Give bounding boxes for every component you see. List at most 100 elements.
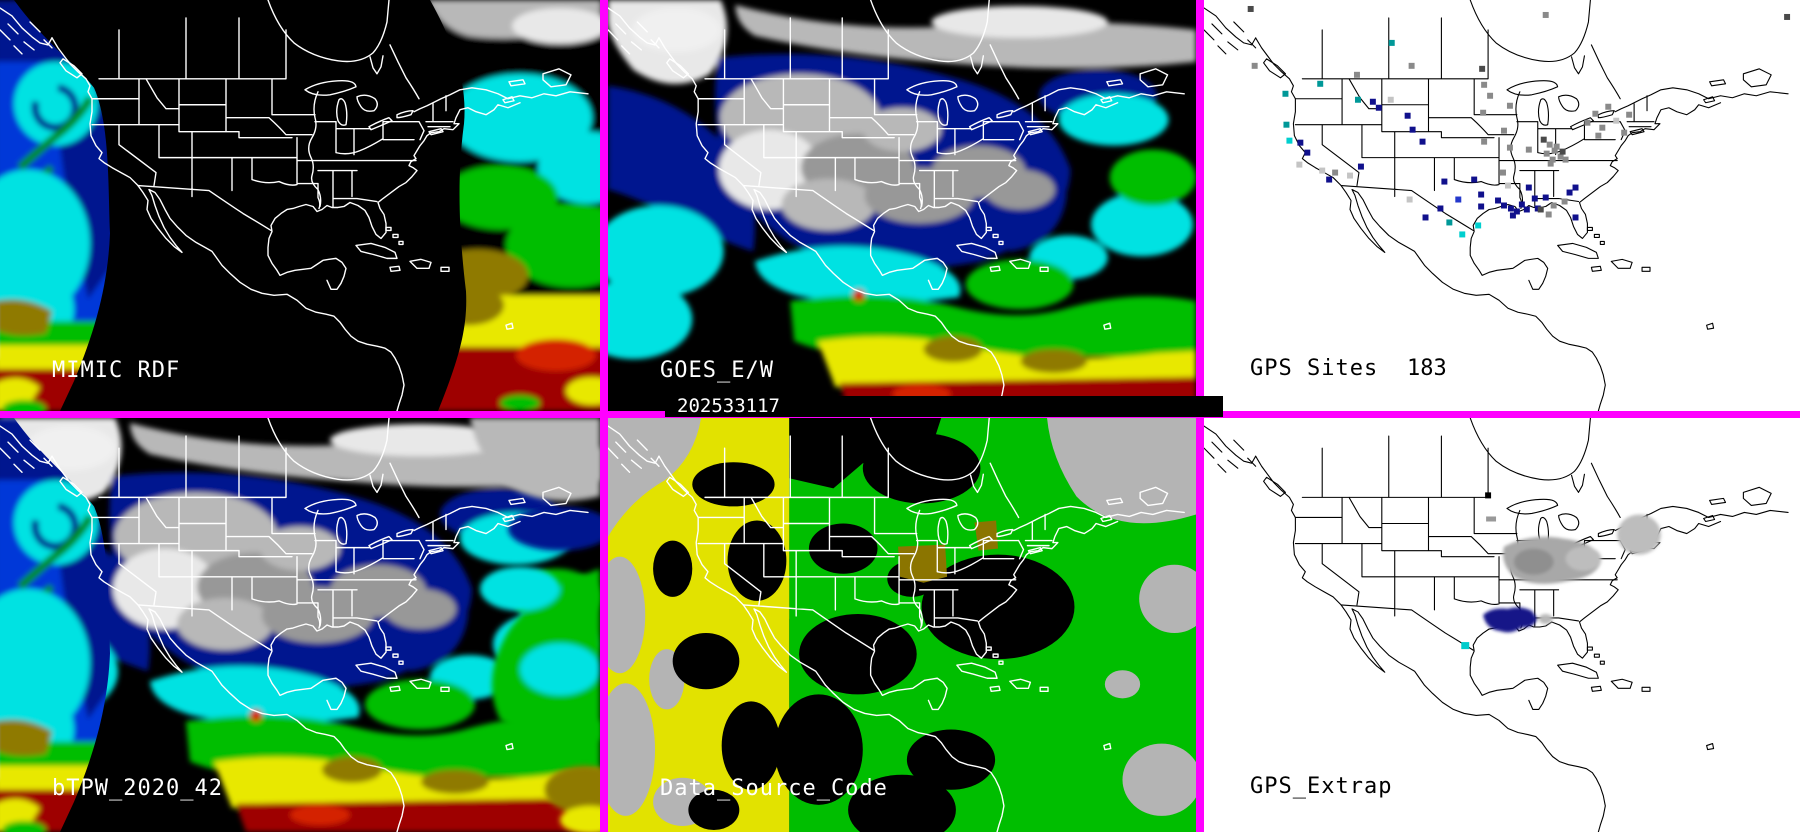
gps-site-dot <box>1553 143 1560 150</box>
gps-site-dot <box>1286 137 1293 144</box>
gps-sites-map <box>1204 0 1800 411</box>
gps-site-dot <box>1613 117 1620 124</box>
gps-site-dot <box>1546 141 1553 148</box>
gps-site-dot <box>1595 132 1602 139</box>
gps-site-dot <box>1559 148 1566 155</box>
gps-site-dot <box>1354 96 1361 103</box>
mimic-imagery <box>0 0 600 411</box>
gps-site-dot <box>1592 110 1599 117</box>
gps-site-dot <box>1283 121 1290 128</box>
gps-site-dot <box>1480 109 1487 116</box>
gps-site-dot <box>1387 96 1394 103</box>
gps-site-dot <box>1251 62 1258 69</box>
gps-site-dot <box>1296 161 1303 168</box>
panel-gps-sites[interactable]: GPS Sites 183 <box>1204 0 1800 411</box>
gps-site-dot <box>1297 139 1304 146</box>
gps-site-dot <box>1501 202 1507 209</box>
gps-site-dot <box>1550 202 1557 209</box>
gps-site-dot <box>1481 138 1488 145</box>
gps-site-dot <box>1509 212 1516 219</box>
gps-site-dot <box>1471 176 1478 183</box>
gps-site-dot <box>1475 222 1482 229</box>
gps-site-dot <box>1507 205 1514 212</box>
gps-site-dot <box>1549 156 1556 163</box>
gps-site-dot <box>1375 104 1382 111</box>
gps-site-dot <box>1409 126 1416 133</box>
panel-label-data-source: Data_Source_Code <box>660 776 888 801</box>
gps-site-dot <box>1540 136 1547 143</box>
goes-imagery <box>608 0 1196 411</box>
gps-site-dot <box>1422 214 1429 221</box>
gps-site-dot <box>1347 172 1353 179</box>
gps-site-dot <box>1547 160 1554 167</box>
gps-site-dot <box>1317 80 1324 87</box>
gps-site-dot <box>1572 214 1579 221</box>
gps-site-dot <box>1357 163 1364 170</box>
gps-site-dot <box>1551 147 1558 154</box>
gps-site-dot <box>1326 176 1333 183</box>
gps-extrap-map <box>1204 418 1800 832</box>
gps-site-dot <box>1506 144 1513 151</box>
gps-site-dot <box>1332 169 1339 176</box>
gps-site-dot <box>1481 81 1488 88</box>
gps-site-dot <box>1537 206 1544 213</box>
gps-site-dot <box>1487 92 1494 99</box>
gps-site-dot <box>1419 138 1426 145</box>
panel-btpw[interactable]: bTPW_2020_42 <box>0 418 600 832</box>
gps-site-dot <box>1479 65 1486 72</box>
gps-site-dot <box>1542 11 1549 18</box>
gps-site-dot <box>1531 195 1538 202</box>
gps-site-dot <box>1478 191 1485 198</box>
gps-site-dot <box>1626 111 1633 118</box>
gps-site-dot <box>1525 146 1532 153</box>
extrap-cloud-blobs <box>1483 514 1661 633</box>
gps-site-dot <box>1437 205 1444 212</box>
data-source-imagery <box>608 418 1196 832</box>
atlantic-tpw-swath <box>425 0 600 411</box>
gps-site-dot <box>1459 231 1466 238</box>
gps-site-dot <box>1455 196 1462 203</box>
gps-site-dot <box>1523 206 1530 213</box>
gps-site-dot <box>1561 198 1568 205</box>
gps-site-dot <box>1542 194 1549 201</box>
gps-site-dot <box>1500 169 1506 176</box>
gps-site-dot <box>1513 208 1520 215</box>
panel-label-goes: GOES_E/W <box>660 358 774 383</box>
gps-site-dot <box>1504 182 1511 189</box>
extrap-point-marks <box>1461 492 1497 650</box>
gps-site-dot <box>1495 197 1502 204</box>
gps-site-dot <box>1408 62 1415 69</box>
gps-site-dot <box>1353 71 1360 78</box>
gps-site-dot <box>1605 103 1612 110</box>
panel-data-source-code[interactable]: Data_Source_Code <box>608 418 1196 832</box>
gps-site-dot <box>1543 150 1550 157</box>
timestamp-bar: 202533117 <box>665 396 1223 417</box>
gps-site-dot <box>1304 149 1311 156</box>
gps-site-dot <box>1369 98 1376 105</box>
panel-goes-ew[interactable]: GOES_E/W <box>608 0 1196 411</box>
gps-site-dot <box>1566 189 1573 196</box>
panel-gps-extrap[interactable]: GPS_Extrap <box>1204 418 1800 832</box>
gps-site-dot <box>1282 90 1289 97</box>
gps-site-dot <box>1404 112 1411 119</box>
gps-site-dots <box>1247 5 1791 238</box>
panel-mimic-rdf[interactable]: MIMIC RDF <box>0 0 600 411</box>
gps-site-dot <box>1388 39 1395 46</box>
gps-site-dot <box>1784 13 1791 20</box>
gps-site-dot <box>1545 211 1552 218</box>
panel-label-gps-sites: GPS Sites <box>1250 356 1379 381</box>
gps-site-dot <box>1406 196 1413 203</box>
gps-site-dot <box>1621 129 1628 136</box>
pacific-tpw-swath <box>0 0 120 411</box>
panel-label-mimic: MIMIC RDF <box>52 358 181 383</box>
gps-site-dot <box>1584 119 1591 126</box>
panel-label-btpw: bTPW_2020_42 <box>52 776 223 801</box>
gps-site-dot <box>1441 178 1448 185</box>
gps-sites-count: 183 <box>1407 356 1447 381</box>
gps-site-dot <box>1525 184 1532 191</box>
gps-site-dot <box>1562 156 1569 163</box>
gps-site-dot <box>1599 124 1606 131</box>
gps-site-dot <box>1478 203 1485 210</box>
gps-site-dot <box>1319 167 1326 174</box>
